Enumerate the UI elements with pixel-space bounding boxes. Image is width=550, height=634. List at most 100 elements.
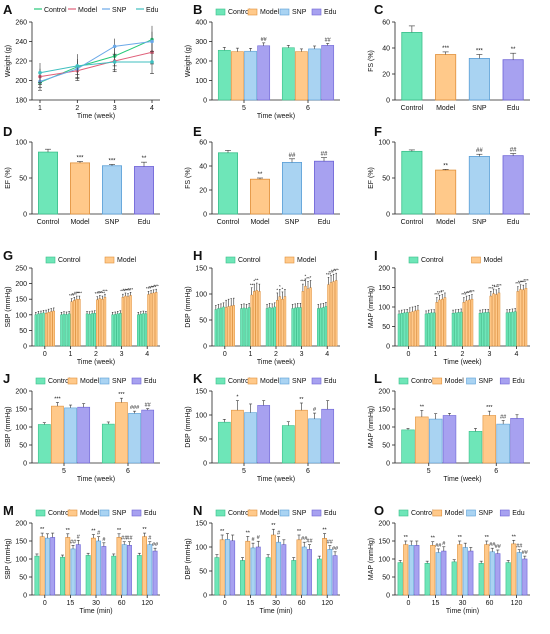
legend-label: Edu [324, 9, 337, 16]
bar [451, 312, 455, 347]
bar [334, 280, 338, 347]
bar [293, 307, 297, 347]
bar [222, 306, 225, 347]
significance-mark: ## [476, 148, 483, 154]
legend-swatch [279, 377, 290, 385]
significance-mark: * [276, 287, 278, 292]
bar [327, 284, 330, 347]
bar [332, 555, 338, 596]
x-tick-label: 60 [298, 600, 306, 607]
significance-mark: *** [461, 292, 467, 297]
significance-mark: # [148, 536, 152, 542]
legend-label: Control [421, 257, 444, 264]
significance-mark: *** [515, 281, 521, 286]
significance-mark: *** [464, 291, 470, 296]
significance-mark: *** [69, 293, 75, 298]
x-axis-label: Time (week) [257, 476, 295, 483]
legend-swatch [99, 377, 110, 385]
legend-swatch [311, 509, 322, 517]
x-axis-label: Time (week) [77, 113, 115, 120]
bar [400, 312, 404, 347]
y-tick-label: 0 [203, 344, 207, 351]
significance-mark: *** [118, 392, 125, 398]
bar [427, 312, 431, 347]
legend-swatch [499, 509, 510, 517]
bar [78, 298, 81, 347]
significance-mark: *** [72, 292, 78, 297]
x-tick-label: Control [217, 219, 240, 226]
panel-letter: H [193, 248, 202, 263]
significance-mark: *** [442, 46, 450, 52]
x-tick-label: Control [37, 219, 60, 226]
y-tick-label: 150 [378, 407, 390, 414]
y-tick-label: 100 [195, 78, 207, 85]
x-tick-label: 6 [494, 468, 498, 475]
bar [142, 313, 145, 347]
bar [478, 563, 484, 596]
bar [405, 312, 409, 347]
y-tick-label: 0 [23, 344, 27, 351]
significance-mark: ** [250, 282, 254, 287]
legend-label: Model [297, 257, 317, 264]
bar [296, 539, 302, 596]
panel-letter: G [3, 248, 13, 263]
x-tick-label: 0 [407, 600, 411, 607]
bar [428, 418, 443, 464]
bar [307, 549, 312, 596]
legend-swatch [99, 509, 110, 517]
bar [492, 293, 495, 347]
bar [96, 540, 102, 596]
significance-mark: ## [516, 544, 523, 550]
bar [247, 307, 251, 347]
bar [484, 544, 490, 596]
bar [470, 298, 474, 347]
x-tick-label: 2 [75, 105, 79, 112]
panel-letter: D [3, 124, 12, 139]
bar [121, 297, 125, 347]
bar [329, 282, 333, 347]
significance-mark: ## [522, 550, 529, 556]
panel-letter: L [374, 371, 382, 386]
x-axis-label: Time (min) [446, 608, 479, 615]
significance-mark: * [282, 286, 284, 291]
bar [62, 313, 66, 347]
bar [219, 307, 223, 347]
bar [281, 298, 284, 347]
x-tick-label: Edu [138, 219, 151, 226]
significance-mark: *** [496, 283, 502, 288]
bar [273, 306, 276, 347]
bar [408, 545, 414, 596]
significance-mark: *** [300, 279, 306, 284]
bar [214, 557, 220, 596]
legend-swatch [45, 256, 56, 264]
legend-label: Model [260, 378, 280, 385]
data-point [150, 60, 154, 64]
bar [283, 296, 287, 347]
x-tick-label: 2 [274, 351, 278, 358]
y-tick-label: 200 [15, 281, 27, 288]
bar [430, 312, 433, 347]
bar [401, 150, 423, 215]
significance-mark: ** [306, 276, 310, 281]
bar [489, 295, 493, 347]
bar [101, 298, 104, 347]
bar [435, 552, 441, 596]
x-tick-label: 30 [92, 600, 100, 607]
bar [468, 550, 474, 596]
chart-panel-a: 180 200 220 240 260 Weight (g) Time (week) 1 2 3 4… [5, 7, 160, 120]
bar [301, 291, 305, 347]
data-point [112, 44, 117, 49]
bar [489, 551, 495, 596]
significance-mark: ** [271, 523, 276, 529]
bar [111, 314, 114, 347]
y-axis-label: DBP (mmHg) [185, 406, 192, 447]
bar [442, 415, 457, 464]
bar [281, 544, 287, 596]
legend-swatch [432, 377, 443, 385]
bar [301, 546, 307, 596]
chart-panel-i: 0 50 100 150 200 MAP (mmHg) Time (week) 0 1 2 3 4 **… [368, 256, 530, 366]
bar [291, 560, 297, 596]
x-tick-label: 2 [94, 351, 98, 358]
legend-swatch [398, 509, 409, 517]
